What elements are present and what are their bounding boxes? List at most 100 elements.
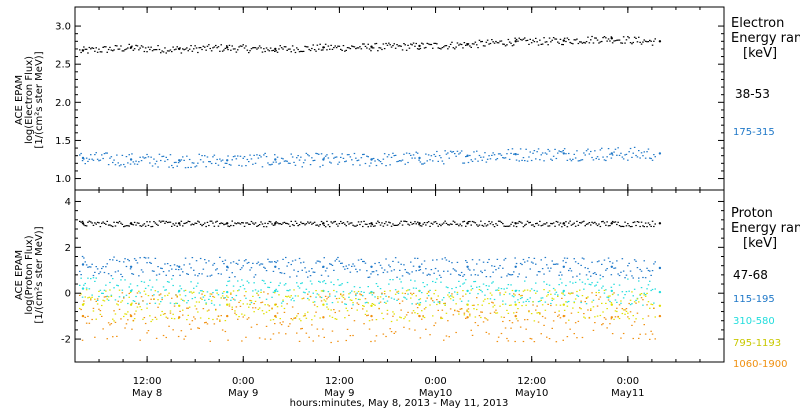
- sample-proton-795-1193: [230, 292, 232, 294]
- sample-electron-175-315: [363, 153, 365, 155]
- sample-proton-310-580: [96, 299, 99, 301]
- sample-proton-310-580: [248, 282, 250, 284]
- sample-electron-38-53: [201, 48, 203, 51]
- sample-proton-310-580: [287, 290, 290, 292]
- sample-electron-38-53: [271, 50, 273, 52]
- sample-proton-47-68: [161, 220, 163, 222]
- sample-proton-1060-1900: [514, 340, 516, 343]
- sample-proton-795-1193: [96, 303, 99, 305]
- sample-proton-115-195: [226, 269, 228, 271]
- sample-electron-38-53: [584, 42, 586, 44]
- sample-proton-310-580: [506, 287, 508, 289]
- point-proton-310-580-12: [658, 290, 662, 294]
- sample-electron-175-315: [155, 160, 158, 162]
- sample-proton-310-580: [495, 289, 497, 291]
- sample-proton-310-580: [182, 299, 184, 301]
- sample-proton-1060-1900: [646, 304, 648, 306]
- sample-proton-1060-1900: [390, 331, 393, 333]
- sample-proton-310-580: [243, 288, 246, 290]
- sample-proton-1060-1900: [437, 309, 439, 311]
- sample-electron-38-53: [285, 46, 287, 48]
- sample-proton-115-195: [454, 269, 456, 271]
- sample-proton-310-580: [533, 289, 536, 292]
- sample-proton-115-195: [459, 274, 461, 276]
- legend-proton-310-580: 310-580: [733, 316, 775, 327]
- sample-electron-175-315: [268, 164, 271, 166]
- xtick-label-date-2: May 9: [324, 388, 354, 399]
- sample-electron-38-53: [463, 42, 466, 44]
- sample-proton-795-1193: [161, 310, 163, 313]
- sample-proton-795-1193: [330, 309, 332, 311]
- sample-proton-115-195: [308, 270, 310, 272]
- sample-electron-38-53: [642, 41, 644, 43]
- sample-proton-115-195: [481, 271, 483, 274]
- sample-electron-175-315: [355, 157, 357, 159]
- sample-proton-47-68: [271, 223, 273, 225]
- sample-proton-115-195: [313, 271, 316, 273]
- sample-proton-115-195: [282, 258, 284, 260]
- sample-proton-795-1193: [587, 296, 589, 298]
- sample-proton-310-580: [308, 291, 310, 293]
- sample-electron-38-53: [301, 50, 303, 53]
- sample-proton-47-68: [500, 221, 503, 223]
- sample-proton-47-68: [105, 223, 107, 225]
- sample-proton-795-1193: [155, 318, 158, 320]
- sample-electron-38-53: [231, 45, 233, 47]
- sample-electron-175-315: [265, 156, 268, 158]
- sample-electron-38-53: [592, 42, 595, 44]
- sample-proton-115-195: [202, 268, 205, 270]
- sample-proton-795-1193: [484, 298, 486, 300]
- sample-proton-310-580: [530, 288, 533, 290]
- sample-proton-795-1193: [283, 307, 286, 310]
- sample-proton-1060-1900: [585, 297, 588, 299]
- sample-proton-310-580: [337, 279, 339, 281]
- sample-proton-47-68: [132, 224, 135, 226]
- sample-electron-38-53: [187, 50, 189, 52]
- sample-electron-38-53: [219, 50, 221, 52]
- sample-proton-1060-1900: [561, 297, 563, 299]
- sample-proton-47-68: [570, 224, 573, 226]
- sample-proton-47-68: [433, 221, 435, 223]
- sample-proton-1060-1900: [308, 336, 310, 338]
- sample-proton-795-1193: [408, 320, 411, 322]
- sample-proton-795-1193: [341, 295, 343, 297]
- sample-proton-1060-1900: [611, 333, 614, 335]
- sample-electron-38-53: [503, 43, 505, 45]
- sample-proton-310-580: [237, 280, 239, 282]
- sample-proton-795-1193: [260, 291, 262, 293]
- sample-electron-38-53: [614, 40, 617, 42]
- sample-electron-175-315: [386, 156, 389, 158]
- sample-proton-1060-1900: [491, 301, 493, 303]
- sample-proton-795-1193: [394, 293, 397, 295]
- sample-proton-310-580: [568, 300, 570, 303]
- sample-proton-47-68: [98, 222, 100, 224]
- proton-legend: Proton Energy ranges [keV] 47-68 115-195…: [731, 206, 800, 370]
- sample-proton-795-1193: [363, 305, 365, 307]
- sample-proton-47-68: [322, 223, 324, 225]
- sample-electron-175-315: [165, 156, 167, 158]
- sample-proton-795-1193: [190, 291, 192, 293]
- point-proton-310-580-11: [610, 289, 613, 293]
- sample-proton-795-1193: [201, 298, 203, 300]
- sample-electron-175-315: [267, 162, 269, 164]
- sample-electron-175-315: [445, 153, 448, 155]
- sample-proton-47-68: [422, 223, 424, 225]
- sample-proton-795-1193: [143, 290, 146, 292]
- sample-electron-38-53: [552, 37, 555, 39]
- sample-electron-38-53: [632, 41, 634, 44]
- point-electron-38-53-4: [274, 47, 277, 51]
- sample-electron-38-53: [154, 49, 157, 51]
- sample-electron-38-53: [445, 45, 448, 47]
- sample-electron-175-315: [179, 160, 181, 162]
- sample-proton-310-580: [421, 292, 423, 294]
- sample-electron-38-53: [651, 44, 654, 46]
- sample-proton-47-68: [372, 225, 375, 227]
- sample-proton-310-580: [118, 296, 121, 298]
- sample-proton-795-1193: [326, 306, 328, 308]
- sample-proton-47-68: [607, 225, 610, 227]
- sample-proton-1060-1900: [285, 333, 287, 335]
- sample-proton-115-195: [316, 260, 319, 262]
- sample-proton-310-580: [309, 280, 312, 282]
- sample-proton-310-580: [275, 288, 277, 290]
- sample-electron-38-53: [168, 50, 170, 52]
